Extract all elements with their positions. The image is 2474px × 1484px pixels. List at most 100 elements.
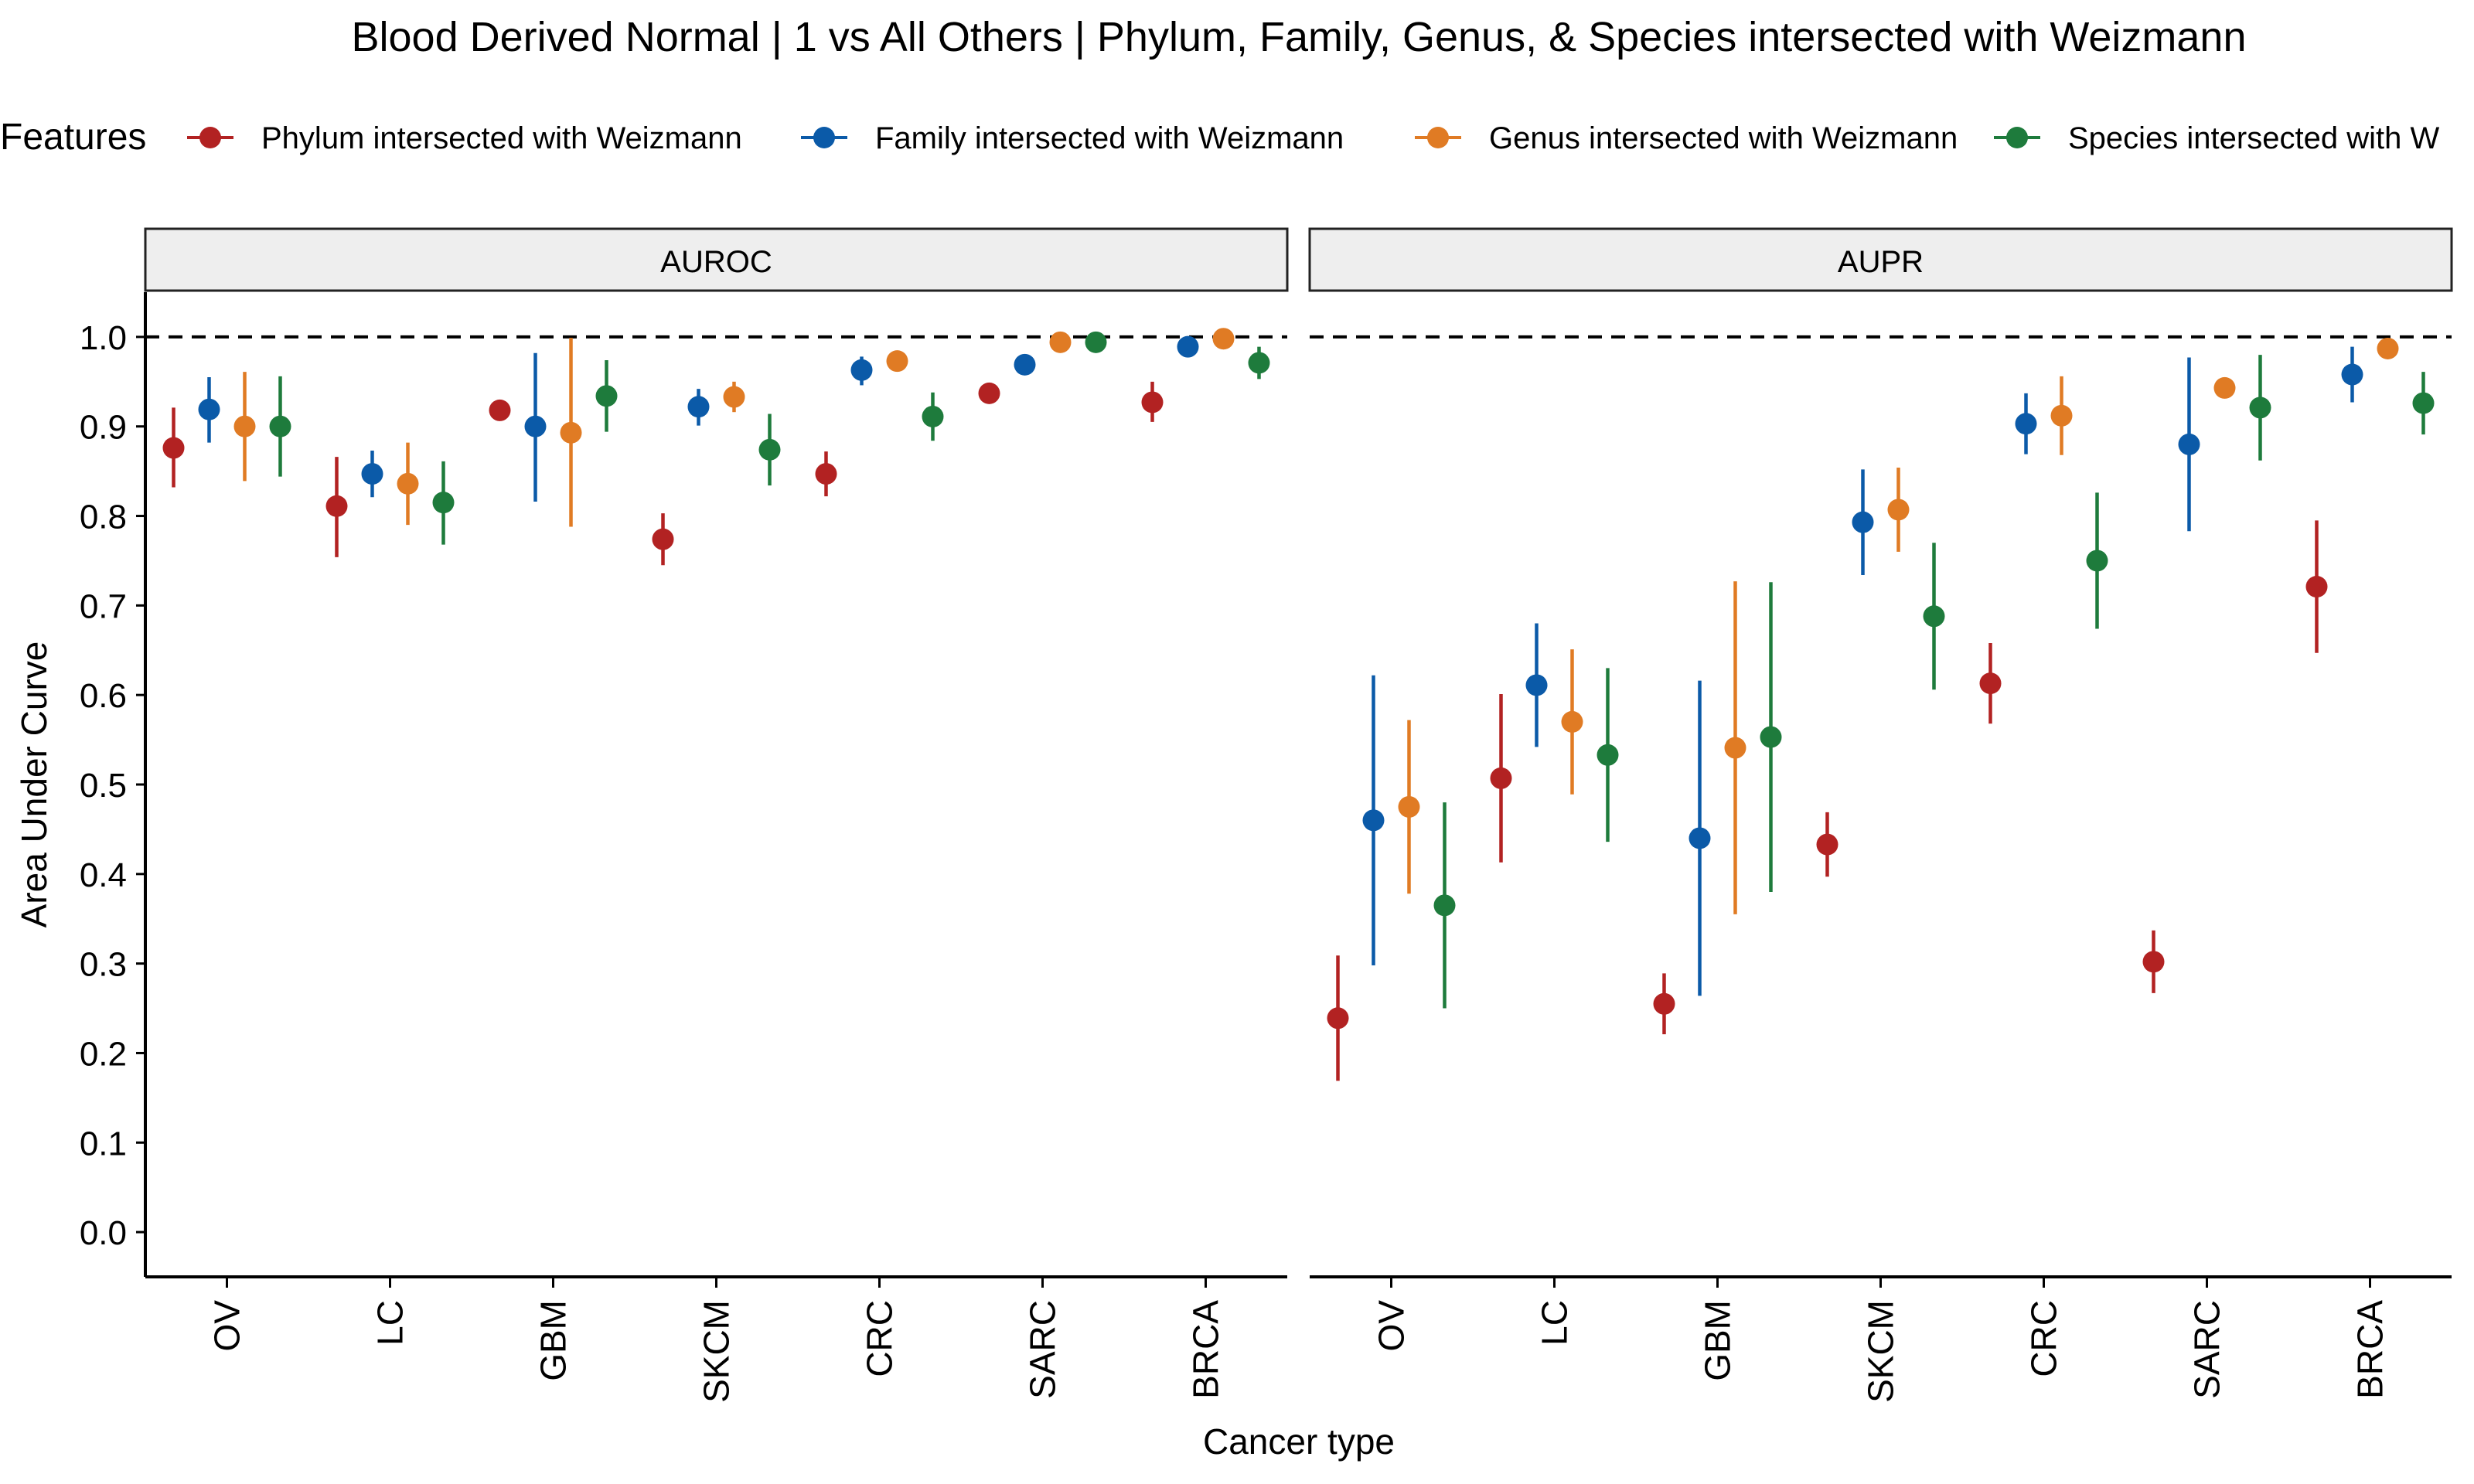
point-marker	[397, 472, 419, 495]
panel-auroc: AUROC OV LC GBM SKCM CRC SARC BRCA	[144, 227, 1289, 1403]
point-marker	[1433, 894, 1456, 917]
chart-title: Blood Derived Normal | 1 vs All Others |…	[352, 14, 2247, 60]
data-point	[687, 389, 710, 426]
data-point	[233, 372, 256, 482]
data-point	[815, 451, 837, 497]
x-axis-label: Cancer type	[1203, 1421, 1395, 1462]
data-point	[1760, 582, 1782, 892]
legend-label: Species intersected with W	[2068, 121, 2439, 155]
point-marker	[2178, 433, 2200, 455]
data-point	[432, 461, 455, 545]
y-axis-label: Area Under Curve	[14, 642, 54, 928]
data-point	[2050, 376, 2073, 455]
legend-key-marker	[813, 127, 835, 148]
point-marker	[2249, 397, 2271, 419]
point-marker	[886, 350, 908, 373]
legend-label: Phylum intersected with Weizmann	[261, 121, 742, 155]
data-point	[2142, 930, 2165, 993]
point-marker	[922, 405, 944, 427]
data-point	[2178, 357, 2200, 532]
x-tick-label: BRCA	[2350, 1300, 2391, 1399]
panel-strip-label: AUPR	[1838, 245, 1924, 279]
data-point	[2341, 346, 2363, 403]
point-marker	[1085, 331, 1107, 353]
y-tick-label: 0.3	[80, 946, 127, 984]
data-point	[1979, 643, 2002, 724]
data-point	[886, 350, 908, 373]
data-point	[1525, 623, 1548, 747]
point-marker	[1597, 744, 1619, 766]
point-marker	[1923, 605, 1945, 628]
point-marker	[233, 415, 256, 437]
data-point	[198, 377, 220, 443]
point-marker	[361, 463, 383, 485]
point-marker	[1327, 1007, 1349, 1030]
x-tick-label: CRC	[860, 1300, 900, 1377]
data-point	[978, 382, 1000, 404]
point-marker	[2050, 404, 2073, 427]
data-point	[1212, 328, 1235, 350]
point-marker	[2142, 951, 2165, 973]
data-point	[1398, 720, 1420, 894]
legend: Features Phylum intersected with Weizman…	[0, 117, 2439, 158]
point-marker	[758, 438, 781, 461]
data-point	[1689, 680, 1711, 996]
y-tick-label: 0.6	[80, 677, 127, 715]
data-point	[2249, 355, 2271, 461]
point-marker	[489, 399, 511, 421]
data-point	[1014, 353, 1036, 376]
data-point	[2015, 393, 2037, 454]
point-marker	[1979, 672, 2002, 695]
x-tick-label: BRCA	[1186, 1300, 1226, 1399]
point-marker	[1561, 710, 1583, 733]
x-tick-label: OV	[207, 1300, 247, 1352]
point-marker	[978, 382, 1000, 404]
data-point	[1085, 331, 1107, 353]
data-point	[2086, 492, 2108, 629]
data-point	[1490, 694, 1512, 863]
point-marker	[2015, 413, 2037, 435]
data-point	[1248, 346, 1270, 380]
data-point	[2213, 376, 2236, 399]
legend-label: Family intersected with Weizmann	[875, 121, 1344, 155]
y-tick-label: 0.7	[80, 587, 127, 625]
data-point	[850, 356, 873, 386]
point-marker	[432, 492, 455, 514]
x-tick-label: SKCM	[1861, 1300, 1901, 1403]
x-tick-label: LC	[370, 1300, 411, 1346]
point-marker	[560, 421, 582, 444]
panel-strip	[1308, 227, 2453, 292]
data-point	[2412, 372, 2435, 435]
data-point	[2305, 520, 2328, 653]
point-marker	[1490, 767, 1512, 789]
data-point	[652, 513, 674, 566]
panel-strip-label: AUROC	[660, 245, 772, 279]
legend-entry: Genus intersected with Weizmann	[1415, 121, 1958, 155]
point-marker	[1141, 391, 1164, 414]
x-tick-label: CRC	[2024, 1300, 2064, 1377]
data-point	[2377, 337, 2399, 359]
panel-strip	[144, 227, 1289, 292]
x-tick-label: LC	[1535, 1300, 1575, 1346]
legend-key-marker	[199, 127, 221, 148]
data-point	[1816, 812, 1838, 877]
legend-label: Genus intersected with Weizmann	[1489, 121, 1958, 155]
point-marker	[850, 359, 873, 381]
point-marker	[524, 415, 547, 437]
point-marker	[1724, 737, 1746, 759]
legend-key-marker	[1427, 127, 1449, 148]
data-point	[397, 442, 419, 526]
data-point	[325, 457, 348, 557]
data-point	[1653, 973, 1675, 1035]
point-marker	[325, 495, 348, 517]
data-point	[1362, 675, 1385, 965]
point-marker	[1362, 809, 1385, 832]
legend-title: Features	[0, 117, 146, 158]
x-tick-label: GBM	[1698, 1300, 1738, 1381]
x-tick-label: SARC	[1023, 1300, 1063, 1399]
y-tick-label: 1.0	[80, 319, 127, 357]
legend-entry: Phylum intersected with Weizmann	[187, 121, 742, 155]
point-marker	[1852, 511, 1874, 533]
point-marker	[1887, 499, 1910, 521]
